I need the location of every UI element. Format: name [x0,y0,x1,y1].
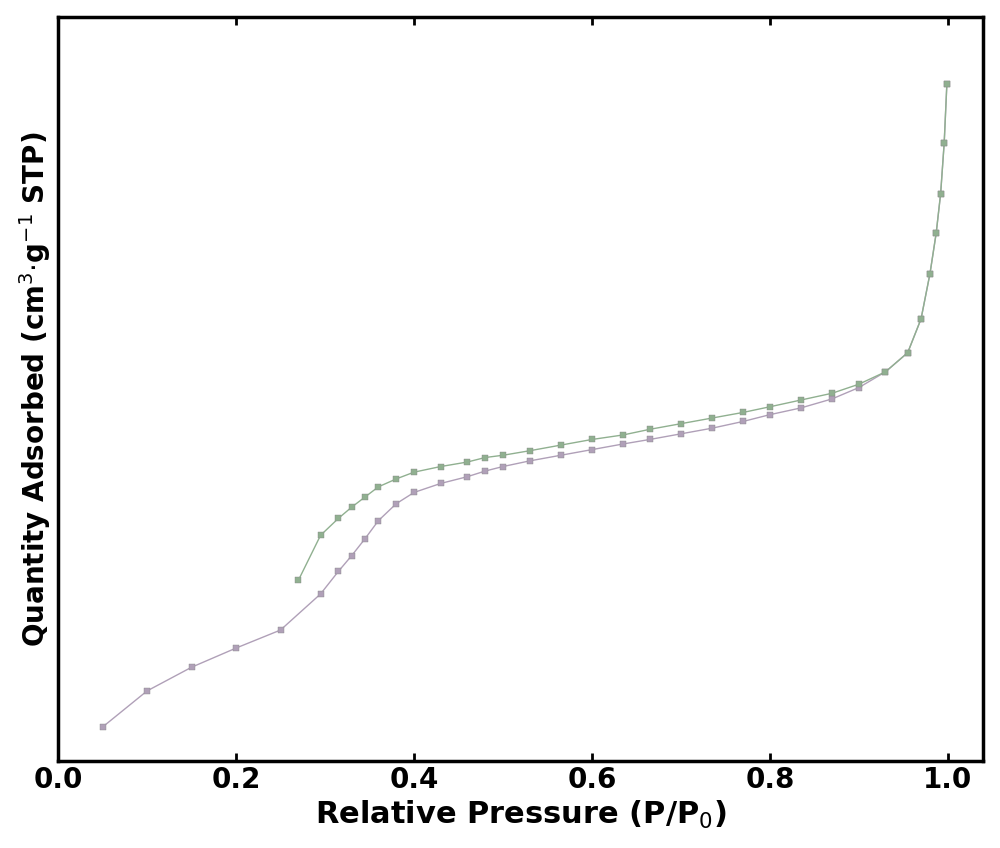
Y-axis label: Quantity Adsorbed (cm$^3$$\cdot$g$^{-1}$ STP): Quantity Adsorbed (cm$^3$$\cdot$g$^{-1}$… [17,131,53,646]
X-axis label: Relative Pressure (P/P$_0$): Relative Pressure (P/P$_0$) [315,799,727,831]
